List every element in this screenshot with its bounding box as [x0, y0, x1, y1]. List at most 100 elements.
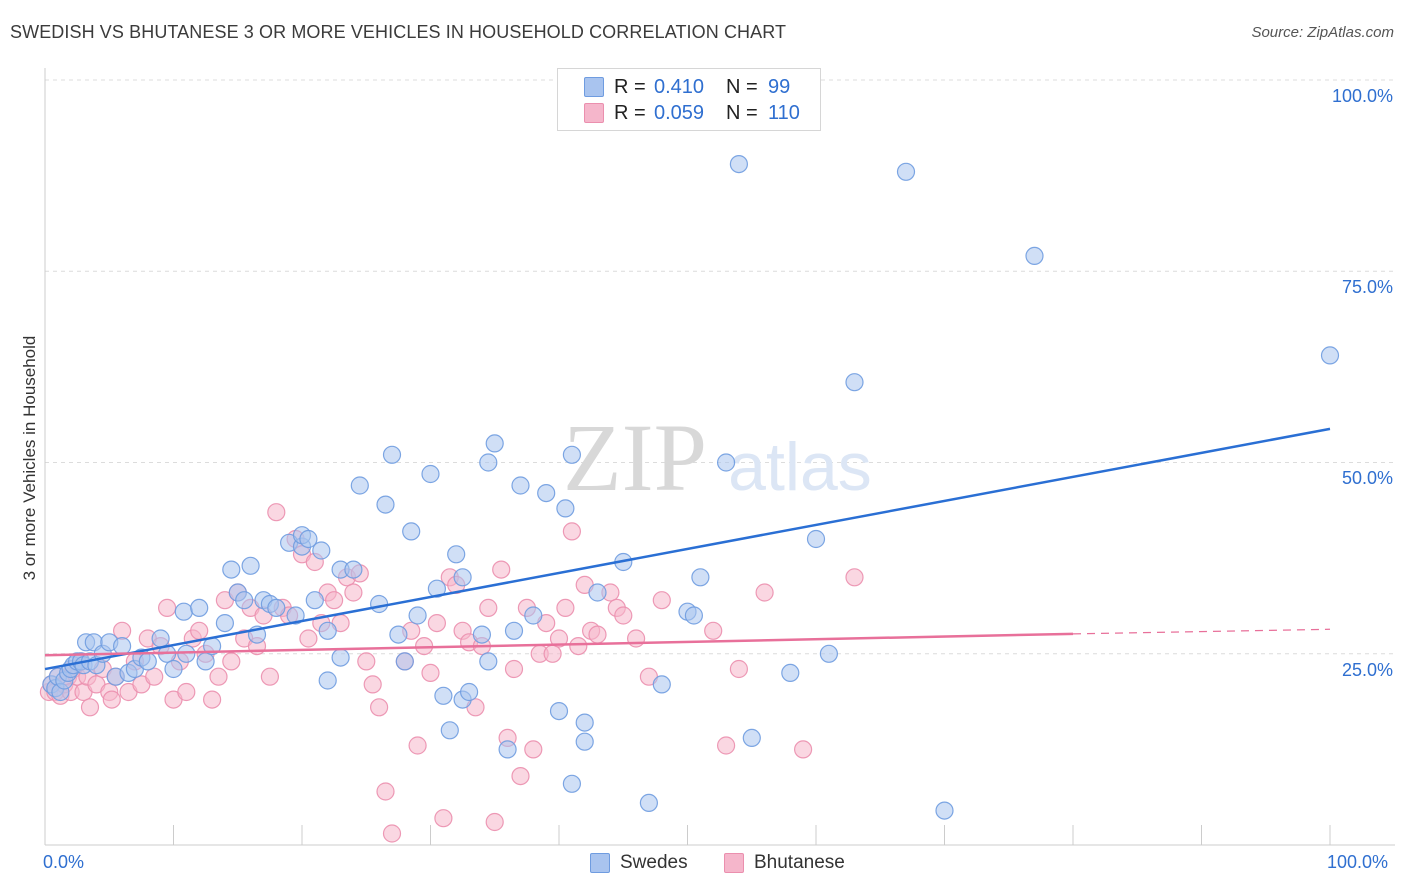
swedes-point [299, 529, 318, 549]
swedes-point [575, 713, 594, 732]
swedes-point [305, 591, 324, 610]
swedes-point [286, 606, 305, 625]
watermark-zip: ZIP [563, 404, 707, 511]
swedes-point [389, 625, 408, 644]
bhutanese-point [569, 636, 588, 656]
bhutanese-point [421, 663, 440, 683]
bhutanese-point [190, 621, 209, 640]
bhutanese-point [511, 766, 530, 786]
bhutanese-point [325, 591, 344, 610]
bhutanese-trend-line [44, 632, 1074, 657]
bhutanese-point [485, 812, 504, 832]
bhutanese-point [626, 629, 646, 648]
y-tick-75: 75.0% [1341, 277, 1393, 297]
swedes-point [781, 663, 800, 683]
swedes-point [524, 606, 543, 625]
bhutanese-point [716, 736, 736, 755]
swedes-point [164, 659, 183, 679]
n-value: 110 [768, 101, 800, 124]
n-label: N = [726, 75, 758, 98]
swedes-point [716, 453, 736, 472]
swedes-point [421, 464, 440, 484]
swedes-point [691, 568, 710, 587]
swedes-point [1025, 246, 1044, 265]
swedes-point [350, 476, 369, 495]
swedes-point [652, 675, 671, 694]
bhutanese-swatch [584, 103, 604, 123]
bhutanese-point [158, 598, 177, 618]
bhutanese-swatch [724, 853, 744, 873]
swedes-point [472, 625, 491, 644]
swedes-point [312, 541, 331, 560]
swedes-point [575, 732, 594, 751]
bhutanese-point [357, 652, 376, 671]
bhutanese-point [729, 659, 749, 679]
swedes-point [460, 682, 479, 702]
swedes-point [806, 529, 826, 549]
swedes-point [215, 613, 234, 633]
swedes-point [331, 648, 350, 667]
y-axis-title: 3 or more Vehicles in Household [20, 335, 39, 581]
swedes-point [408, 606, 427, 625]
swedes-point [318, 671, 337, 690]
bhutanese-point [267, 503, 286, 522]
bhutanese-point [434, 809, 453, 828]
bhutanese-trend-extension [1072, 628, 1331, 635]
r-value: 0.410 [654, 75, 705, 98]
swedes-point [177, 644, 196, 663]
bhutanese-point [376, 782, 395, 801]
swedes-point [402, 522, 421, 541]
swedes-point [639, 793, 659, 813]
swedes-point [241, 556, 260, 575]
legend-item-bhutanese[interactable]: Bhutanese [724, 852, 845, 874]
swedes-point [498, 740, 517, 759]
swedes-point [896, 162, 916, 181]
swedes-point [537, 484, 556, 503]
swedes-point [174, 602, 193, 621]
swedes-point [447, 545, 466, 564]
swedes-point [395, 652, 414, 671]
chart-source: Source: ZipAtlas.com [1251, 24, 1394, 41]
legend-item-swedes[interactable]: Swedes [590, 852, 688, 874]
swedes-point [845, 373, 864, 392]
swedes-point [684, 606, 704, 625]
bhutanese-point [704, 621, 723, 640]
n-label: N = [726, 101, 758, 124]
bhutanese-point [382, 824, 402, 843]
bhutanese-point [492, 560, 511, 579]
swedes-point [479, 453, 498, 472]
bhutanese-point [652, 591, 671, 610]
swedes-point [222, 560, 241, 579]
swedes-point [190, 598, 209, 618]
swedes-point [112, 636, 132, 656]
legend-row-swedes: R = 0.410 N = 99 [584, 75, 790, 99]
bhutanese-point [524, 740, 543, 759]
swedes-point [267, 598, 286, 618]
bhutanese-point [80, 698, 100, 717]
swedes-point [511, 476, 530, 495]
axes [44, 68, 1395, 846]
bhutanese-point [260, 667, 279, 686]
x-tick-max: 100.0% [1327, 852, 1389, 872]
series-legend: Swedes Bhutanese [0, 852, 1406, 876]
bhutanese-point [845, 568, 864, 587]
swedes-point [376, 495, 395, 514]
chart-title: SWEDISH VS BHUTANESE 3 OR MORE VEHICLES … [10, 22, 787, 42]
y-tick-50: 50.0% [1341, 468, 1393, 488]
swedes-point [434, 686, 453, 705]
swedes-point [479, 652, 498, 671]
swedes-point [235, 591, 254, 610]
bhutanese-point [543, 644, 562, 663]
bhutanese-point [479, 598, 498, 618]
bhutanese-point [588, 625, 607, 644]
swedes-swatch [590, 853, 610, 873]
bhutanese-point [177, 682, 196, 702]
y-tick-25: 25.0% [1341, 660, 1393, 680]
swedes-point [729, 155, 749, 174]
legend-label-bhutanese: Bhutanese [754, 852, 845, 873]
trend-lines [44, 427, 1331, 671]
r-label: R = [614, 75, 646, 98]
swedes-point [427, 579, 446, 598]
swedes-point [562, 774, 582, 793]
swedes-point [556, 499, 575, 518]
